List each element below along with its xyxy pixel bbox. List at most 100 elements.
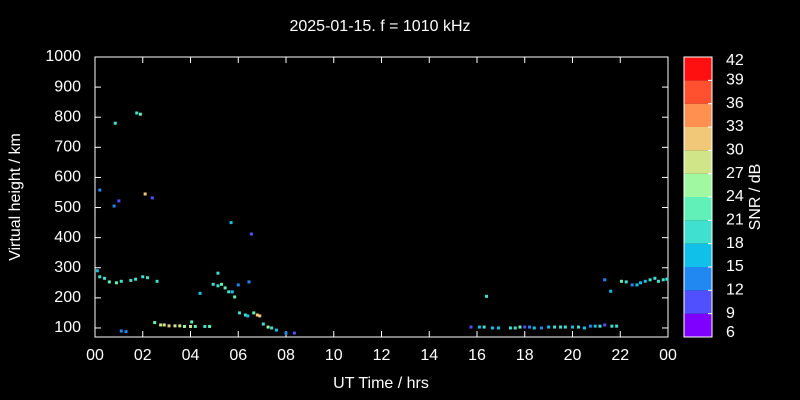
colorbar-tick-label: 36 [726, 95, 744, 112]
data-point [153, 321, 157, 325]
x-axis-label: UT Time / hrs [333, 375, 429, 392]
y-tick-label: 800 [54, 108, 81, 125]
x-tick-label: 20 [564, 347, 582, 364]
data-point [178, 324, 182, 328]
data-point [107, 280, 111, 284]
data-point [508, 326, 512, 330]
data-point [571, 325, 574, 329]
colorbar-swatch [684, 150, 712, 174]
data-point [223, 286, 227, 290]
data-point [173, 324, 177, 328]
x-tick-label: 00 [659, 347, 677, 364]
data-point [292, 331, 296, 335]
data-point [491, 326, 495, 330]
colorbar-tick-label: 15 [726, 258, 744, 275]
data-point [609, 289, 613, 293]
data-point [518, 325, 522, 329]
y-tick-label: 100 [54, 319, 81, 336]
data-point [95, 269, 99, 273]
colorbar-swatch [684, 243, 712, 267]
x-tick-label: 16 [468, 347, 486, 364]
data-point [98, 188, 102, 192]
x-tick-label: 00 [86, 347, 104, 364]
data-point [135, 111, 139, 115]
data-point [547, 325, 551, 329]
data-point [255, 313, 259, 317]
data-point [615, 324, 619, 328]
data-point [603, 323, 607, 327]
colorbar-label: SNR / dB [747, 164, 764, 231]
colorbar-swatch [684, 197, 712, 221]
data-point [266, 325, 270, 329]
colorbar-swatch [684, 290, 712, 314]
data-point [129, 278, 133, 282]
data-point [203, 324, 207, 328]
data-point [635, 283, 639, 287]
data-point [134, 277, 138, 281]
data-point [243, 313, 247, 317]
colorbar-tick-label: 12 [726, 282, 744, 299]
data-point [162, 323, 166, 327]
data-point [146, 276, 150, 280]
colorbar-swatch [684, 103, 712, 127]
data-point [247, 280, 251, 284]
data-point [513, 326, 517, 330]
x-tick-label: 18 [516, 347, 534, 364]
data-point [220, 282, 224, 286]
data-point [539, 326, 543, 330]
data-point [261, 322, 265, 326]
data-point [528, 325, 532, 329]
x-tick-label: 08 [277, 347, 295, 364]
y-tick-label: 900 [54, 78, 81, 95]
data-point [496, 326, 500, 330]
data-point [150, 196, 154, 200]
data-point [665, 277, 669, 281]
y-tick-label: 200 [54, 289, 81, 306]
colorbar-tick-label: 18 [726, 235, 744, 252]
data-point [653, 276, 657, 280]
data-point [138, 112, 142, 116]
data-point [216, 284, 220, 288]
data-point [119, 279, 123, 283]
data-point [208, 324, 212, 328]
data-point [236, 283, 240, 287]
data-point [639, 281, 643, 285]
colorbar-tick-label: 24 [726, 188, 744, 205]
colorbar-tick-label: 9 [726, 305, 735, 322]
colorbar-tick-label: 30 [726, 142, 744, 159]
data-point [114, 281, 118, 285]
y-tick-label: 600 [54, 169, 81, 186]
data-point [610, 324, 614, 328]
data-point [643, 279, 647, 283]
data-point [559, 325, 563, 329]
y-tick-label: 1000 [45, 48, 81, 65]
data-point [576, 325, 580, 329]
data-point [141, 275, 145, 279]
colorbar-swatch [684, 80, 712, 104]
data-point [582, 326, 586, 330]
colorbar-tick-label: 33 [726, 118, 744, 135]
data-point [143, 192, 147, 196]
data-point [553, 325, 557, 329]
x-tick-label: 14 [420, 347, 438, 364]
data-point [656, 279, 660, 283]
data-point [274, 328, 278, 332]
colorbar-swatch [684, 57, 712, 81]
x-tick-label: 04 [182, 347, 200, 364]
colorbar-swatch [684, 267, 712, 291]
data-point [190, 320, 194, 324]
data-point [113, 121, 117, 125]
y-tick-label: 400 [54, 229, 81, 246]
data-point [477, 325, 481, 329]
data-point [237, 311, 241, 315]
data-point [485, 294, 489, 298]
data-point [159, 323, 163, 327]
data-point [227, 290, 231, 294]
y-axis-label: Virtual height / km [7, 133, 24, 261]
data-point [598, 324, 602, 328]
data-point [563, 325, 567, 329]
data-point [183, 324, 187, 328]
data-point [229, 221, 233, 225]
data-point [211, 282, 215, 286]
